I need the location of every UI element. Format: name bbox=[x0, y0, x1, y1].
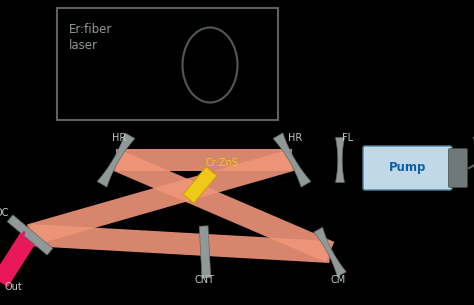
Text: CM: CM bbox=[330, 275, 346, 285]
Text: HR: HR bbox=[288, 133, 302, 143]
Polygon shape bbox=[116, 149, 292, 171]
Polygon shape bbox=[97, 133, 135, 187]
Polygon shape bbox=[273, 133, 311, 187]
Polygon shape bbox=[29, 224, 331, 263]
Polygon shape bbox=[336, 138, 345, 182]
Polygon shape bbox=[199, 226, 211, 278]
Text: Out: Out bbox=[5, 282, 23, 292]
Text: Er:fiber
laser: Er:fiber laser bbox=[69, 23, 112, 52]
Polygon shape bbox=[27, 149, 295, 246]
FancyBboxPatch shape bbox=[448, 149, 467, 188]
Text: FL: FL bbox=[342, 133, 354, 143]
FancyBboxPatch shape bbox=[57, 8, 278, 120]
FancyBboxPatch shape bbox=[363, 146, 452, 190]
Text: Pump: Pump bbox=[389, 162, 426, 174]
Polygon shape bbox=[314, 228, 346, 277]
Polygon shape bbox=[112, 150, 334, 262]
Text: HR: HR bbox=[112, 133, 126, 143]
Polygon shape bbox=[0, 230, 38, 287]
Text: Cr:ZnS: Cr:ZnS bbox=[206, 158, 238, 168]
Text: CNT: CNT bbox=[195, 275, 215, 285]
Polygon shape bbox=[183, 167, 217, 203]
Text: OC: OC bbox=[0, 208, 9, 218]
Polygon shape bbox=[7, 215, 53, 255]
